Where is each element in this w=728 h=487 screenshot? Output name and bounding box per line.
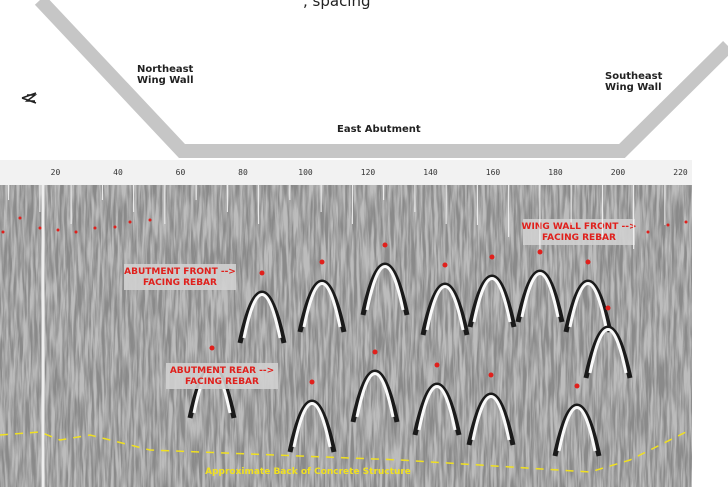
ruler-tick-label: 100 [298, 168, 313, 177]
rebar-dot [310, 380, 315, 385]
rebar-dot [538, 250, 543, 255]
ruler-tick-label: 200 [611, 168, 626, 177]
figure: , spacing NortheastWing Wall SoutheastWi… [0, 0, 728, 487]
rebar-dot [435, 363, 440, 368]
ruler-tick-label: 220 [673, 168, 688, 177]
ruler-tick-label: 160 [486, 168, 501, 177]
ruler-tick-label: 120 [361, 168, 376, 177]
rebar-dot [373, 350, 378, 355]
rebar-dot [260, 271, 265, 276]
rebar-dot [443, 263, 448, 268]
annotation-line: ABUTMENT FRONT --> [124, 267, 236, 277]
rebar-dot [210, 346, 215, 351]
rebar-dot [647, 231, 650, 234]
annotation: ABUTMENT REAR -->FACING REBAR [170, 366, 274, 387]
rebar-dot [320, 260, 325, 265]
rebar-dot [667, 224, 670, 227]
caption: , spacing [303, 0, 371, 10]
annotation-line: FACING REBAR [143, 278, 217, 288]
rebar-dot [114, 226, 117, 229]
rebar-dot [606, 306, 611, 311]
rebar-dot [39, 227, 42, 230]
rebar-dot [490, 255, 495, 260]
rebar-dot [685, 221, 688, 224]
rebar-dot [57, 229, 60, 232]
rebar-dot [149, 219, 152, 222]
ruler-tick-label: 60 [176, 168, 186, 177]
plan-label: East Abutment [337, 124, 421, 135]
rebar-dot [129, 221, 132, 224]
annotation-line: FACING REBAR [542, 233, 616, 243]
ruler-tick-label: 180 [548, 168, 563, 177]
annotation-line: ABUTMENT REAR --> [170, 366, 274, 376]
rebar-dot [2, 231, 5, 234]
ruler-tick-label: 20 [51, 168, 61, 177]
rebar-dot [75, 231, 78, 234]
ruler [0, 160, 692, 185]
ruler-tick-label: 80 [238, 168, 248, 177]
annotation-line: WING WALL FRONT --> [522, 222, 637, 232]
ruler-tick-label: 140 [423, 168, 438, 177]
rebar-dot [586, 260, 591, 265]
rebar-dot [383, 243, 388, 248]
rebar-dot [575, 384, 580, 389]
back-label: Approximate Back of Concrete Structure [205, 467, 411, 477]
rebar-dot [19, 217, 22, 220]
north-arrow [22, 93, 36, 103]
rebar-dot [489, 373, 494, 378]
page: , spacing NortheastWing Wall SoutheastWi… [0, 0, 728, 487]
annotation-line: FACING REBAR [185, 377, 259, 387]
ruler-tick-label: 40 [113, 168, 123, 177]
rebar-dot [94, 227, 97, 230]
